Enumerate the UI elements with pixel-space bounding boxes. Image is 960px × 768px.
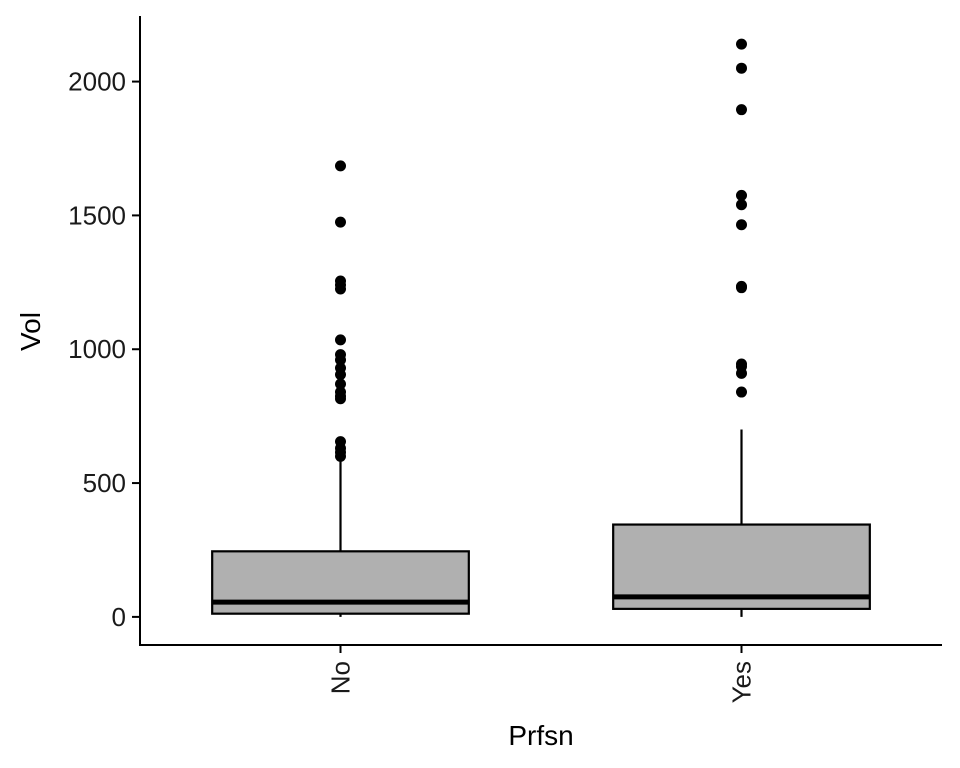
outlier-point	[335, 378, 346, 390]
x-tick-label: Yes	[727, 661, 757, 703]
outlier-point	[736, 367, 747, 379]
x-axis-title: Prfsn	[508, 720, 573, 751]
y-ticks: 0 500 1000 1500 2000	[68, 67, 140, 632]
box-group-no	[211, 160, 470, 617]
outlier-point	[335, 160, 346, 172]
y-tick-label: 500	[83, 468, 126, 498]
outlier-point	[736, 62, 747, 74]
outlier-point	[335, 354, 346, 366]
axes	[139, 16, 942, 646]
outlier-point	[736, 38, 747, 50]
y-tick-label: 0	[112, 602, 126, 632]
y-axis-title: Vol	[15, 312, 46, 351]
outlier-point	[335, 450, 346, 462]
outlier-point	[335, 369, 346, 381]
y-tick-label: 1500	[68, 200, 126, 230]
plot-marks	[211, 38, 871, 617]
x-ticks: No Yes	[326, 645, 757, 703]
y-tick-label: 1000	[68, 334, 126, 364]
outlier-point	[335, 334, 346, 346]
outlier-point	[335, 393, 346, 405]
outlier-point	[335, 216, 346, 228]
x-tick-label: No	[326, 661, 356, 694]
outlier-point	[736, 189, 747, 201]
outlier-point	[736, 219, 747, 231]
outlier-point	[736, 104, 747, 116]
outlier-point	[736, 386, 747, 398]
outlier-point	[335, 283, 346, 295]
y-tick-label: 2000	[68, 67, 126, 97]
outlier-point	[736, 199, 747, 211]
box-group-yes	[612, 38, 871, 617]
outlier-point	[736, 282, 747, 294]
